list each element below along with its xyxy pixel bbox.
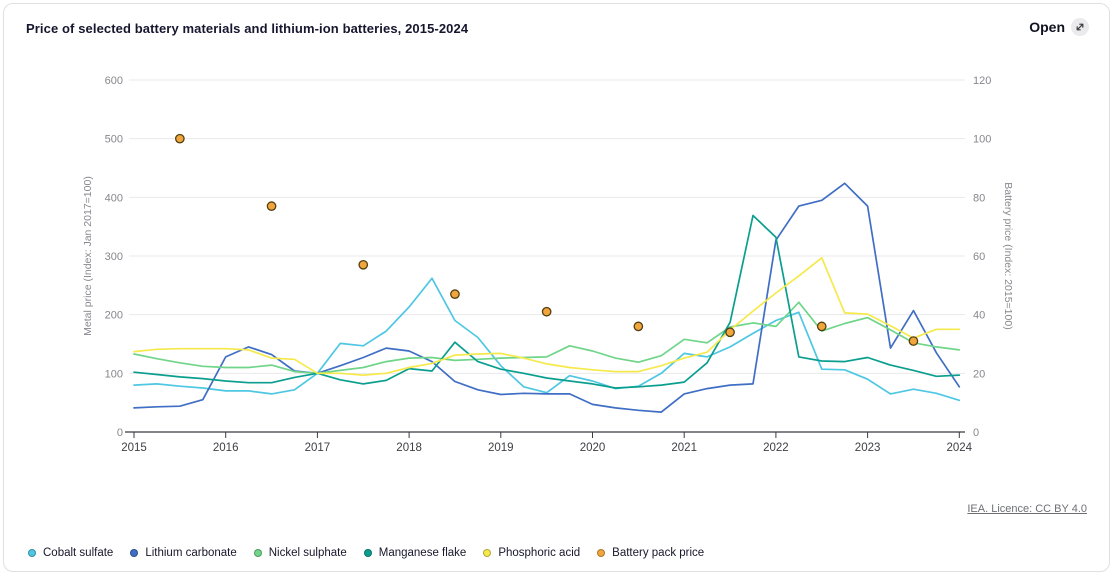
x-axis-tick-label: 2024: [947, 442, 973, 454]
x-axis-tick-label: 2016: [213, 442, 239, 454]
scatter-point-battery-pack-price: [266, 201, 277, 211]
chart-card: Price of selected battery materials and …: [3, 3, 1110, 572]
scatter-point-battery-pack-price: [358, 259, 369, 270]
x-axis-tick-label: 2020: [580, 442, 606, 454]
legend-swatch: [363, 549, 372, 557]
left-axis-tick-label: 200: [105, 310, 123, 322]
series-line-cobalt-sulfate: [133, 277, 961, 402]
x-axis-tick-label: 2019: [488, 442, 514, 454]
legend-swatch: [597, 549, 606, 557]
series-line-lithium-carbonate: [133, 182, 961, 413]
right-axis-tick-label: 100: [973, 134, 991, 146]
right-axis-tick-label: 120: [973, 75, 991, 87]
right-axis-tick-label: 0: [973, 427, 979, 439]
left-axis-tick-label: 600: [105, 75, 123, 87]
legend-label: Battery pack price: [612, 547, 705, 559]
chart-legend: Cobalt sulfate Lithium carbonate Nickel su…: [28, 547, 704, 559]
left-axis-tick-label: 400: [105, 192, 123, 204]
legend-item-battery-pack-price[interactable]: Battery pack price: [597, 547, 704, 559]
left-axis-tick-label: 500: [105, 134, 123, 146]
scatter-point-battery-pack-price: [175, 133, 185, 144]
left-axis-tick-label: 100: [105, 368, 123, 380]
scatter-point-battery-pack-price: [541, 306, 552, 317]
x-axis-tick-label: 2017: [305, 442, 331, 454]
legend-item-nickel-sulphate[interactable]: Nickel sulphate: [253, 547, 347, 559]
series-line-phosphoric-acid: [133, 256, 961, 376]
legend-swatch: [28, 549, 36, 557]
x-axis-tick-label: 2021: [671, 442, 697, 454]
legend-swatch: [483, 549, 492, 557]
legend-label: Phosphoric acid: [498, 547, 581, 559]
x-axis-tick-label: 2022: [763, 442, 789, 454]
price-line-chart[interactable]: 0 0 100 20 200 40 300 60 400 80 500 100 600 120 2015 20…: [1, 1, 1113, 471]
right-axis-tick-label: 80: [973, 192, 985, 204]
scatter-point-battery-pack-price: [816, 321, 827, 332]
right-axis-tick-label: 20: [973, 368, 985, 380]
chart-title: Price of selected battery materials and …: [26, 21, 469, 36]
licence-link[interactable]: IEA. Licence: CC BY 4.0: [967, 503, 1087, 515]
legend-label: Manganese flake: [378, 547, 467, 559]
open-button[interactable]: Open: [1027, 16, 1091, 38]
series-line-manganese-flake: [133, 214, 961, 389]
scatter-point-battery-pack-price: [725, 327, 735, 338]
legend-swatch: [253, 549, 262, 557]
right-axis-tick-label: 60: [973, 251, 985, 263]
open-button-label: Open: [1029, 19, 1065, 35]
legend-item-lithium-carbonate[interactable]: Lithium carbonate: [130, 547, 237, 559]
legend-item-manganese-flake[interactable]: Manganese flake: [363, 547, 467, 559]
x-axis-tick-label: 2015: [121, 442, 147, 454]
legend-swatch: [130, 549, 139, 557]
legend-item-phosphoric-acid[interactable]: Phosphoric acid: [483, 547, 580, 559]
legend-label: Nickel sulphate: [268, 547, 347, 559]
left-axis-tick-label: 0: [117, 427, 123, 439]
scatter-point-battery-pack-price: [908, 336, 919, 346]
scatter-point-battery-pack-price: [633, 321, 644, 332]
x-axis-tick-label: 2018: [396, 442, 422, 454]
left-axis-tick-label: 300: [105, 251, 123, 263]
legend-label: Lithium carbonate: [145, 547, 237, 559]
legend-item-cobalt-sulfate[interactable]: Cobalt sulfate: [28, 547, 113, 559]
external-link-icon: [1071, 18, 1089, 36]
scatter-point-battery-pack-price: [450, 289, 460, 299]
x-axis-tick-label: 2023: [855, 442, 881, 454]
right-axis-tick-label: 40: [973, 310, 985, 322]
legend-label: Cobalt sulfate: [43, 547, 114, 559]
